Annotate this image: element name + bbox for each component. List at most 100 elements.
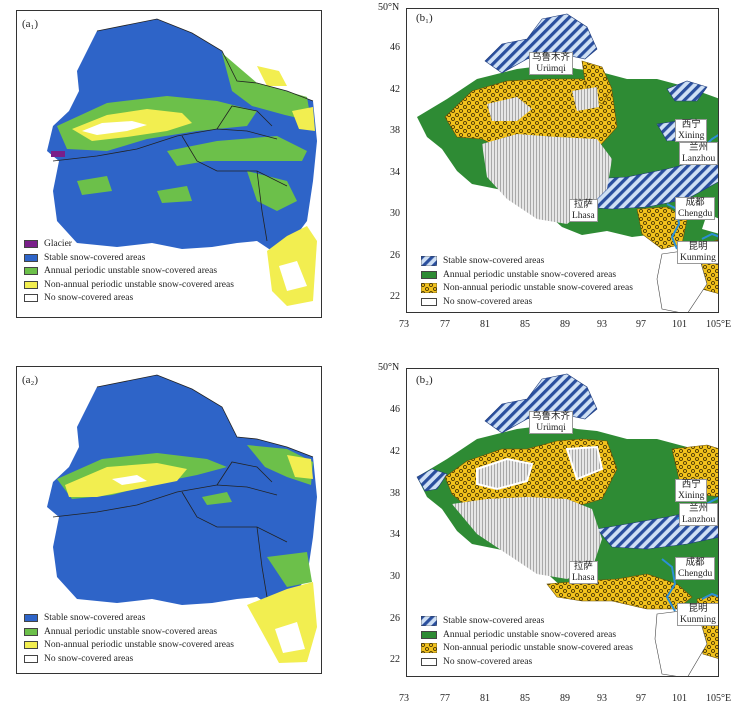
legend-item-annual: Annual periodic unstable snow-covered ar… bbox=[421, 629, 633, 641]
panel-a1: (a₁) Glacier Stable snow-covered areas A… bbox=[16, 10, 322, 318]
legend-item-annual: Annual periodic unstable snow-covered ar… bbox=[24, 265, 234, 277]
panel-label-b2: (b₂) bbox=[416, 374, 433, 386]
city-xining-b2: 西宁 Xining bbox=[675, 479, 708, 502]
lon-tick: 81 bbox=[480, 319, 490, 330]
panel-label-b1: (b₁) bbox=[416, 12, 433, 24]
province-borders-a1 bbox=[52, 18, 314, 242]
lat-tick: 30 bbox=[390, 208, 400, 219]
legend-text: Stable snow-covered areas bbox=[44, 613, 146, 623]
lon-tick: 89 bbox=[560, 319, 570, 330]
lon-tick: 101 bbox=[672, 693, 687, 704]
panel-label-a2: (a₂) bbox=[22, 374, 39, 386]
legend-item-stable: Stable snow-covered areas bbox=[421, 255, 633, 267]
legend-text: No snow-covered areas bbox=[443, 296, 533, 307]
lon-tick: 97 bbox=[636, 319, 646, 330]
swatch-none bbox=[421, 297, 437, 306]
lat-tick: 42 bbox=[390, 446, 400, 457]
lon-tick: 93 bbox=[597, 693, 607, 704]
legend-text: Non-annual periodic unstable snow-covere… bbox=[44, 640, 234, 650]
lon-tick: 73 bbox=[399, 319, 409, 330]
lon-tick: 93 bbox=[597, 319, 607, 330]
swatch-nonannual bbox=[24, 641, 38, 649]
snow-map-a1 bbox=[47, 18, 317, 306]
legend-text: Annual periodic unstable snow-covered ar… bbox=[443, 629, 617, 640]
city-lanzhou-b2: 兰州 Lanzhou bbox=[679, 503, 718, 526]
legend-item-stable: Stable snow-covered areas bbox=[421, 615, 633, 627]
map-frame-b2: 乌鲁木齐 Urümqi 西宁 Xining 兰州 Lanzhou 拉萨 Lhasa 成都… bbox=[406, 368, 719, 677]
lon-tick: 73 bbox=[399, 693, 409, 704]
lat-tick: 46 bbox=[390, 404, 400, 415]
legend-a1: Glacier Stable snow-covered areas Annual… bbox=[24, 238, 234, 306]
swatch-nonannual bbox=[24, 280, 38, 289]
legend-item-stable: Stable snow-covered areas bbox=[24, 252, 234, 264]
lon-tick: 105°E bbox=[706, 693, 732, 704]
city-lanzhou-b1: 兰州 Lanzhou bbox=[679, 142, 718, 165]
city-chengdu-b2: 成都 Chengdu bbox=[675, 557, 716, 580]
legend-text: Glacier bbox=[44, 239, 72, 249]
swatch-stable bbox=[24, 253, 38, 262]
lon-tick: 85 bbox=[520, 319, 530, 330]
legend-text: Annual periodic unstable snow-covered ar… bbox=[44, 266, 218, 276]
swatch-stable bbox=[24, 614, 38, 622]
legend-text: Stable snow-covered areas bbox=[443, 256, 545, 266]
legend-item-nonannual: Non-annual periodic unstable snow-covere… bbox=[24, 279, 234, 291]
lon-tick: 101 bbox=[672, 319, 687, 330]
swatch-annual bbox=[421, 270, 437, 279]
lat-tick: 26 bbox=[390, 613, 400, 624]
legend-item-nonannual: Non-annual periodic unstable snow-covere… bbox=[24, 639, 234, 651]
legend-text: Non-annual periodic unstable snow-covere… bbox=[443, 283, 633, 293]
legend-a2: Stable snow-covered areas Annual periodi… bbox=[24, 612, 234, 666]
lat-tick: 50°N bbox=[378, 362, 400, 373]
legend-item-none: No snow-covered areas bbox=[24, 292, 234, 304]
legend-text: No snow-covered areas bbox=[44, 293, 134, 303]
city-lhasa-b1: 拉萨 Lhasa bbox=[569, 199, 598, 222]
region-stable-b2 bbox=[484, 373, 598, 434]
legend-text: No snow-covered areas bbox=[443, 656, 533, 667]
legend-text: Annual periodic unstable snow-covered ar… bbox=[443, 269, 617, 280]
city-chengdu-b1: 成都 Chengdu bbox=[675, 197, 716, 220]
swatch-nonannual bbox=[421, 283, 437, 293]
lat-tick: 22 bbox=[390, 291, 400, 302]
lon-tick: 105°E bbox=[706, 319, 732, 330]
snow-map-b2 bbox=[416, 373, 718, 676]
legend-b2: Stable snow-covered areas Annual periodi… bbox=[421, 615, 633, 669]
legend-text: Non-annual periodic unstable snow-covere… bbox=[44, 279, 234, 290]
legend-item-none: No snow-covered areas bbox=[421, 656, 633, 668]
city-kunming-b1: 昆明 Kunming bbox=[677, 241, 718, 264]
lon-tick: 89 bbox=[560, 693, 570, 704]
lat-tick: 38 bbox=[390, 125, 400, 136]
map-frame-a1 bbox=[16, 10, 322, 318]
legend-item-annual: Annual periodic unstable snow-covered ar… bbox=[421, 269, 633, 281]
lat-tick: 26 bbox=[390, 250, 400, 261]
legend-item-nonannual: Non-annual periodic unstable snow-covere… bbox=[421, 282, 633, 294]
swatch-none bbox=[24, 294, 38, 302]
snow-map-a2 bbox=[47, 374, 317, 663]
swatch-stable bbox=[421, 616, 437, 626]
legend-text: Non-annual periodic unstable snow-covere… bbox=[443, 643, 633, 653]
legend-text: Stable snow-covered areas bbox=[44, 252, 146, 263]
legend-item-annual: Annual periodic unstable snow-covered ar… bbox=[24, 626, 234, 638]
city-kunming-b2: 昆明 Kunming bbox=[677, 603, 718, 626]
swatch-none bbox=[421, 657, 437, 666]
swatch-stable bbox=[421, 256, 437, 266]
legend-item-none: No snow-covered areas bbox=[421, 296, 633, 308]
region-none-b2 bbox=[452, 497, 602, 579]
legend-text: Stable snow-covered areas bbox=[443, 616, 545, 626]
legend-item-nonannual: Non-annual periodic unstable snow-covere… bbox=[421, 642, 633, 654]
province-borders-a2 bbox=[52, 374, 314, 598]
panel-b2: 乌鲁木齐 Urümqi 西宁 Xining 兰州 Lanzhou 拉萨 Lhasa 成都… bbox=[370, 362, 745, 708]
city-xining-b1: 西宁 Xining bbox=[675, 119, 708, 142]
legend-item-glacier: Glacier bbox=[24, 238, 234, 250]
lat-tick: 34 bbox=[390, 167, 400, 178]
lat-tick: 22 bbox=[390, 654, 400, 665]
swatch-annual bbox=[421, 630, 437, 639]
panel-label-a1: (a₁) bbox=[22, 18, 39, 30]
swatch-none bbox=[24, 654, 38, 663]
lat-tick: 46 bbox=[390, 42, 400, 53]
map-frame-b1: 乌鲁木齐 Urümqi 西宁 Xining 兰州 Lanzhou 拉萨 Lhasa 成都… bbox=[406, 8, 719, 313]
panel-a2: (a₂) Stable snow-covered areas Annual pe… bbox=[16, 366, 322, 674]
legend-item-stable: Stable snow-covered areas bbox=[24, 612, 234, 624]
legend-text: No snow-covered areas bbox=[44, 653, 134, 664]
lon-tick: 81 bbox=[480, 693, 490, 704]
glacier-a1 bbox=[51, 151, 65, 157]
